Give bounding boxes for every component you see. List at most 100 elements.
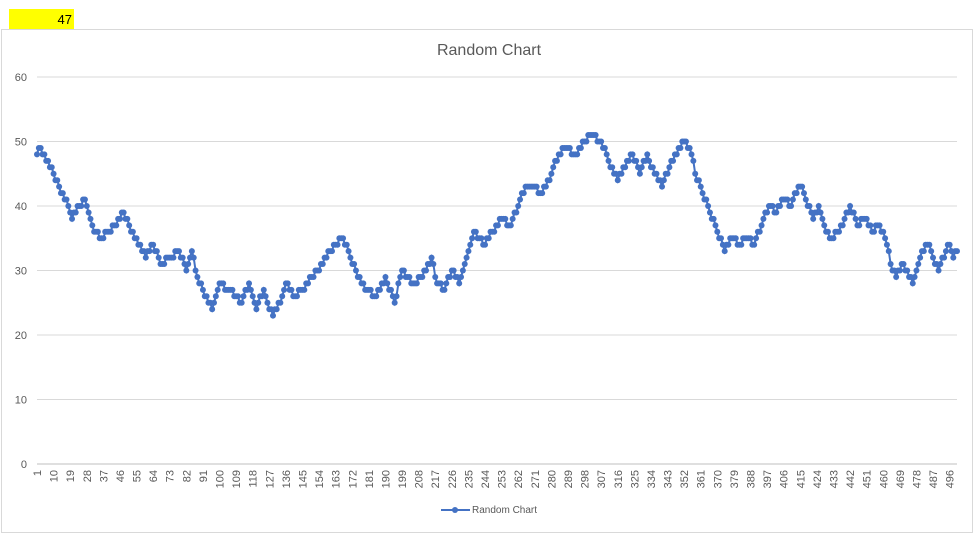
- data-point: [885, 248, 892, 255]
- data-point: [690, 157, 697, 164]
- data-point: [253, 306, 260, 313]
- data-point: [802, 196, 809, 203]
- data-point: [56, 183, 63, 190]
- data-point: [264, 299, 271, 306]
- x-tick-label: 73: [165, 470, 177, 482]
- x-tick-label: 433: [828, 470, 840, 488]
- legend-marker: [452, 507, 458, 513]
- y-tick-label: 20: [15, 330, 27, 342]
- data-point: [520, 190, 527, 197]
- data-point: [406, 273, 413, 280]
- data-point: [373, 293, 380, 300]
- data-point: [347, 254, 354, 261]
- data-point: [323, 254, 330, 261]
- data-point: [618, 170, 625, 177]
- data-point: [867, 222, 874, 229]
- data-point: [712, 222, 719, 229]
- data-point: [788, 203, 795, 209]
- x-tick-label: 397: [762, 470, 774, 488]
- y-tick-label: 30: [15, 266, 27, 278]
- data-point: [450, 267, 457, 274]
- data-point: [764, 209, 771, 216]
- data-point: [37, 144, 44, 151]
- data-point: [673, 151, 680, 158]
- x-tick-label: 37: [98, 470, 110, 482]
- data-point: [428, 254, 435, 261]
- data-point: [188, 248, 195, 255]
- x-tick-label: 46: [115, 470, 127, 482]
- data-point: [126, 222, 133, 229]
- data-point: [614, 177, 621, 184]
- data-point: [281, 286, 288, 293]
- data-point: [622, 164, 629, 171]
- data-point: [692, 170, 699, 177]
- data-point: [437, 280, 444, 287]
- data-point: [269, 312, 276, 319]
- data-point: [343, 241, 350, 248]
- data-point: [100, 235, 107, 242]
- data-point: [732, 235, 739, 242]
- data-point: [45, 157, 52, 164]
- data-point: [161, 261, 168, 268]
- data-point: [751, 241, 758, 248]
- data-point: [697, 183, 704, 190]
- x-tick-label: 460: [878, 470, 890, 488]
- data-point: [515, 203, 522, 209]
- data-point: [485, 235, 492, 242]
- x-tick-label: 262: [513, 470, 525, 488]
- data-point: [262, 293, 269, 300]
- data-point: [705, 203, 712, 209]
- data-point: [605, 157, 612, 164]
- chart-frame[interactable]: [1, 29, 973, 533]
- data-point: [316, 267, 323, 274]
- data-point: [277, 299, 284, 306]
- x-tick-label: 370: [712, 470, 724, 488]
- data-point: [94, 228, 101, 235]
- data-point: [806, 203, 813, 209]
- data-point: [821, 222, 828, 229]
- data-point: [839, 222, 846, 229]
- data-point: [65, 203, 72, 209]
- data-point: [695, 177, 702, 184]
- data-point: [463, 254, 470, 261]
- data-point: [334, 241, 341, 248]
- data-point: [260, 286, 267, 293]
- data-point: [124, 215, 131, 222]
- y-tick-label: 60: [15, 72, 27, 84]
- x-tick-label: 361: [696, 470, 708, 488]
- data-point: [279, 293, 286, 300]
- data-point: [185, 261, 192, 268]
- data-point: [777, 203, 784, 209]
- data-point: [747, 235, 754, 242]
- data-point: [328, 248, 335, 255]
- data-point: [911, 273, 918, 280]
- selected-cell[interactable]: 47: [9, 9, 74, 30]
- data-point: [900, 261, 907, 268]
- x-tick-label: 172: [347, 470, 359, 488]
- data-point: [384, 280, 391, 287]
- data-point: [393, 293, 400, 300]
- data-point: [41, 151, 48, 158]
- x-tick-label: 28: [82, 470, 94, 482]
- data-point: [810, 215, 817, 222]
- data-point: [817, 209, 824, 216]
- data-point: [756, 228, 763, 235]
- data-point: [714, 228, 721, 235]
- data-point: [819, 215, 826, 222]
- x-tick-label: 316: [613, 470, 625, 488]
- data-point: [199, 286, 206, 293]
- data-point: [930, 254, 937, 261]
- data-point: [928, 248, 935, 255]
- data-point: [799, 183, 806, 190]
- data-point: [507, 222, 514, 229]
- data-point: [310, 273, 317, 280]
- data-point: [459, 267, 466, 274]
- data-point: [78, 203, 85, 209]
- data-point: [129, 228, 136, 235]
- data-point: [553, 157, 560, 164]
- data-point: [150, 241, 157, 248]
- data-point: [456, 280, 463, 287]
- data-point: [863, 215, 870, 222]
- data-point: [48, 164, 55, 171]
